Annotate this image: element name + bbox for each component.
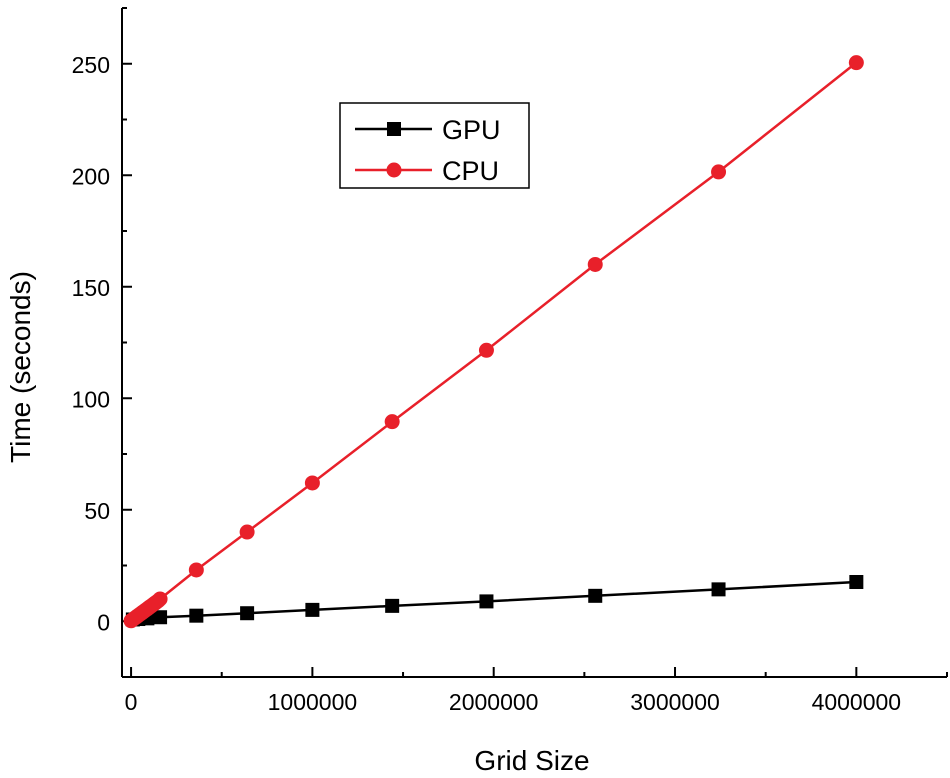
cpu-point [152,591,168,607]
axes: 0 50 100 150 200 250 0 1000000 2000000 3000000 400… [72,7,948,715]
x-tick-label: 4000000 [812,689,902,715]
x-tick-label: 3000000 [630,689,720,715]
cpu-point [304,475,320,491]
gpu-point [849,575,864,590]
y-tick-label: 0 [97,609,110,635]
cpu-series [123,55,864,629]
x-tick-label: 2000000 [449,689,539,715]
cpu-point [188,562,204,578]
gpu-point [385,598,400,613]
gpu-point [305,602,320,617]
y-tick-label: 250 [72,52,110,78]
x-tick-label: 0 [125,689,138,715]
gpu-point [711,582,726,597]
x-tick-label: 1000000 [268,689,358,715]
cpu-point [239,524,255,540]
y-axis-label: Time (seconds) [5,271,36,463]
gpu-point [153,610,168,625]
y-tick-label: 100 [72,386,110,412]
legend-cpu-marker [386,162,402,178]
legend-cpu-label: CPU [442,156,499,186]
gpu-point [588,588,603,603]
gpu-series [125,575,864,627]
y-tick-label: 200 [72,163,110,189]
cpu-point [478,342,494,358]
legend-box [339,102,530,189]
x-axis-label: Grid Size [474,745,589,776]
cpu-point [711,164,727,180]
cpu-point [587,256,603,272]
series-layer [123,55,864,629]
gpu-point [189,608,204,623]
cpu-point [384,414,400,430]
cpu-point [848,55,864,71]
legend: GPU CPU [339,102,530,189]
legend-gpu-marker [387,122,401,136]
legend-gpu-label: GPU [442,115,501,145]
y-tick-label: 50 [84,498,110,524]
y-tick-label: 150 [72,275,110,301]
gpu-point [240,606,255,621]
gpu-point [479,594,494,609]
